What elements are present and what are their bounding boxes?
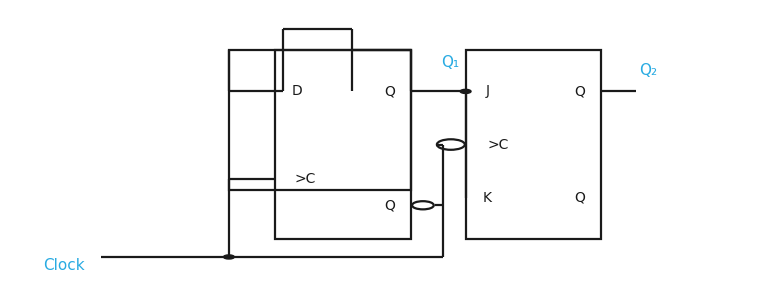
Text: Q₂: Q₂ bbox=[639, 63, 657, 79]
Bar bbox=[466, 50, 601, 239]
Bar bbox=[229, 50, 411, 190]
Text: Q₁: Q₁ bbox=[441, 55, 459, 70]
Circle shape bbox=[223, 255, 234, 259]
Text: Q: Q bbox=[384, 198, 395, 212]
Text: Q: Q bbox=[574, 84, 585, 98]
Circle shape bbox=[460, 89, 471, 93]
Text: Q: Q bbox=[574, 191, 585, 205]
Bar bbox=[275, 50, 411, 239]
Text: Q: Q bbox=[384, 84, 395, 98]
Text: Clock: Clock bbox=[43, 258, 85, 273]
Text: K: K bbox=[483, 191, 492, 205]
Text: >C: >C bbox=[487, 138, 509, 152]
Text: J: J bbox=[485, 84, 490, 98]
Text: D: D bbox=[292, 84, 303, 98]
Text: >C: >C bbox=[294, 172, 316, 186]
